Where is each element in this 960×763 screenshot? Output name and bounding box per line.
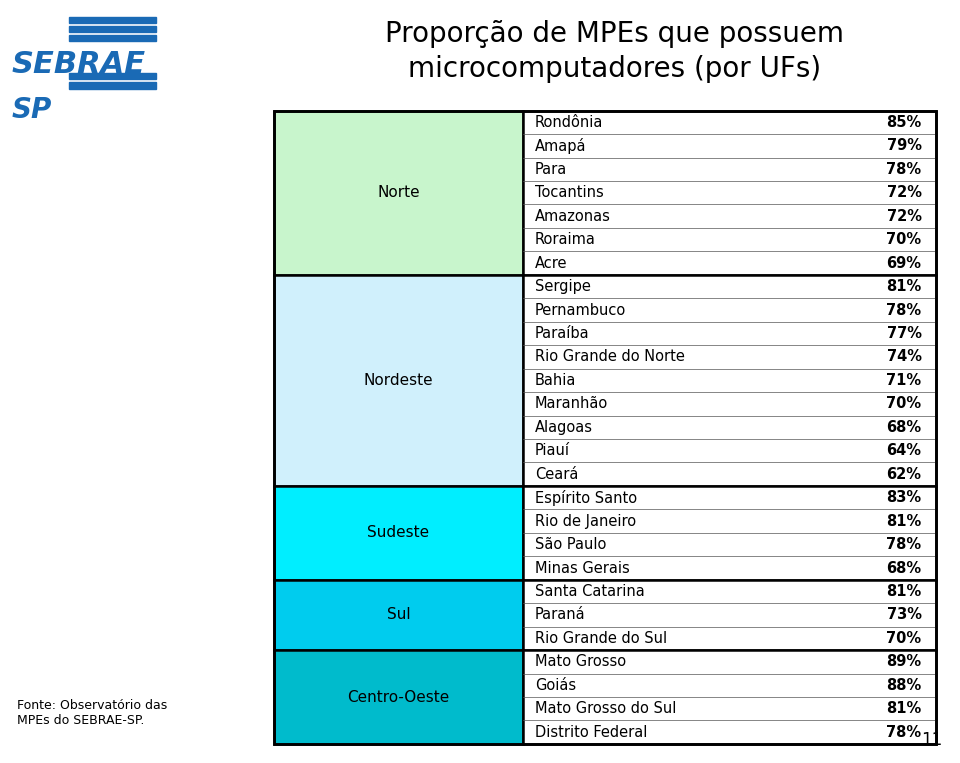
Text: Mato Grosso do Sul: Mato Grosso do Sul [535, 701, 676, 716]
Bar [69, 35, 156, 41]
Text: Santa Catarina: Santa Catarina [535, 584, 644, 599]
Text: Bahia: Bahia [535, 373, 576, 388]
Text: Piauí: Piauí [535, 443, 569, 459]
Text: Norte: Norte [377, 185, 420, 200]
Text: São Paulo: São Paulo [535, 537, 606, 552]
Text: 74%: 74% [887, 349, 922, 365]
Text: 83%: 83% [886, 490, 922, 505]
Text: Amazonas: Amazonas [535, 209, 611, 224]
Text: 89%: 89% [886, 655, 922, 669]
Bar [69, 82, 156, 89]
Text: 70%: 70% [886, 232, 922, 247]
Bar [274, 111, 523, 275]
Text: 78%: 78% [886, 537, 922, 552]
Text: Sergipe: Sergipe [535, 279, 590, 294]
Bar [274, 111, 936, 744]
Text: 70%: 70% [886, 396, 922, 411]
Text: Maranhão: Maranhão [535, 396, 608, 411]
Text: Rio Grande do Sul: Rio Grande do Sul [535, 631, 667, 645]
Text: Nordeste: Nordeste [364, 373, 433, 388]
Bar [69, 17, 156, 23]
Bar [523, 650, 936, 744]
Text: 11: 11 [922, 731, 943, 749]
Text: Acre: Acre [535, 256, 567, 271]
Text: Espírito Santo: Espírito Santo [535, 490, 636, 506]
Text: 73%: 73% [887, 607, 922, 623]
Text: 68%: 68% [886, 420, 922, 435]
Bar [274, 275, 523, 486]
Text: Tocantins: Tocantins [535, 185, 604, 200]
Text: microcomputadores (por UFs): microcomputadores (por UFs) [408, 55, 821, 82]
Text: 81%: 81% [886, 513, 922, 529]
Text: 70%: 70% [886, 631, 922, 645]
Text: 81%: 81% [886, 584, 922, 599]
Text: 88%: 88% [886, 678, 922, 693]
Bar [69, 26, 156, 32]
Bar [274, 650, 523, 744]
Text: Rondônia: Rondônia [535, 115, 603, 130]
Bar [523, 486, 936, 580]
Text: Sul: Sul [387, 607, 410, 623]
Text: Paraíba: Paraíba [535, 326, 589, 341]
Bar [69, 73, 156, 79]
Text: Amapá: Amapá [535, 138, 587, 154]
Text: Paraná: Paraná [535, 607, 586, 623]
Text: Mato Grosso: Mato Grosso [535, 655, 626, 669]
Text: 62%: 62% [887, 467, 922, 481]
Text: Pernambuco: Pernambuco [535, 302, 626, 317]
Text: 78%: 78% [886, 162, 922, 177]
Text: Alagoas: Alagoas [535, 420, 592, 435]
Text: 78%: 78% [886, 725, 922, 739]
Text: Roraima: Roraima [535, 232, 595, 247]
Text: 85%: 85% [886, 115, 922, 130]
Text: 81%: 81% [886, 279, 922, 294]
Text: Fonte: Observatório das
MPEs do SEBRAE-SP.: Fonte: Observatório das MPEs do SEBRAE-S… [17, 700, 168, 727]
Bar [523, 275, 936, 486]
Text: Distrito Federal: Distrito Federal [535, 725, 647, 739]
Text: 69%: 69% [887, 256, 922, 271]
Text: 77%: 77% [887, 326, 922, 341]
Text: Rio de Janeiro: Rio de Janeiro [535, 513, 636, 529]
Text: 72%: 72% [887, 185, 922, 200]
Text: SP: SP [12, 96, 52, 124]
Text: Goiás: Goiás [535, 678, 576, 693]
Text: Proporção de MPEs que possuem: Proporção de MPEs que possuem [385, 21, 844, 48]
Text: 79%: 79% [887, 138, 922, 153]
Text: Ceará: Ceará [535, 467, 578, 481]
Text: SEBRAE: SEBRAE [12, 50, 146, 79]
Bar [523, 580, 936, 650]
Text: Centro-Oeste: Centro-Oeste [348, 690, 449, 704]
Text: 72%: 72% [887, 209, 922, 224]
Text: 71%: 71% [886, 373, 922, 388]
Text: Rio Grande do Norte: Rio Grande do Norte [535, 349, 684, 365]
Bar [274, 486, 523, 580]
Text: Para: Para [535, 162, 567, 177]
Text: 68%: 68% [886, 561, 922, 575]
Text: 64%: 64% [887, 443, 922, 459]
Text: 78%: 78% [886, 302, 922, 317]
Bar [274, 580, 523, 650]
Text: 81%: 81% [886, 701, 922, 716]
Text: Minas Gerais: Minas Gerais [535, 561, 630, 575]
Text: Sudeste: Sudeste [368, 526, 429, 540]
Bar [523, 111, 936, 275]
